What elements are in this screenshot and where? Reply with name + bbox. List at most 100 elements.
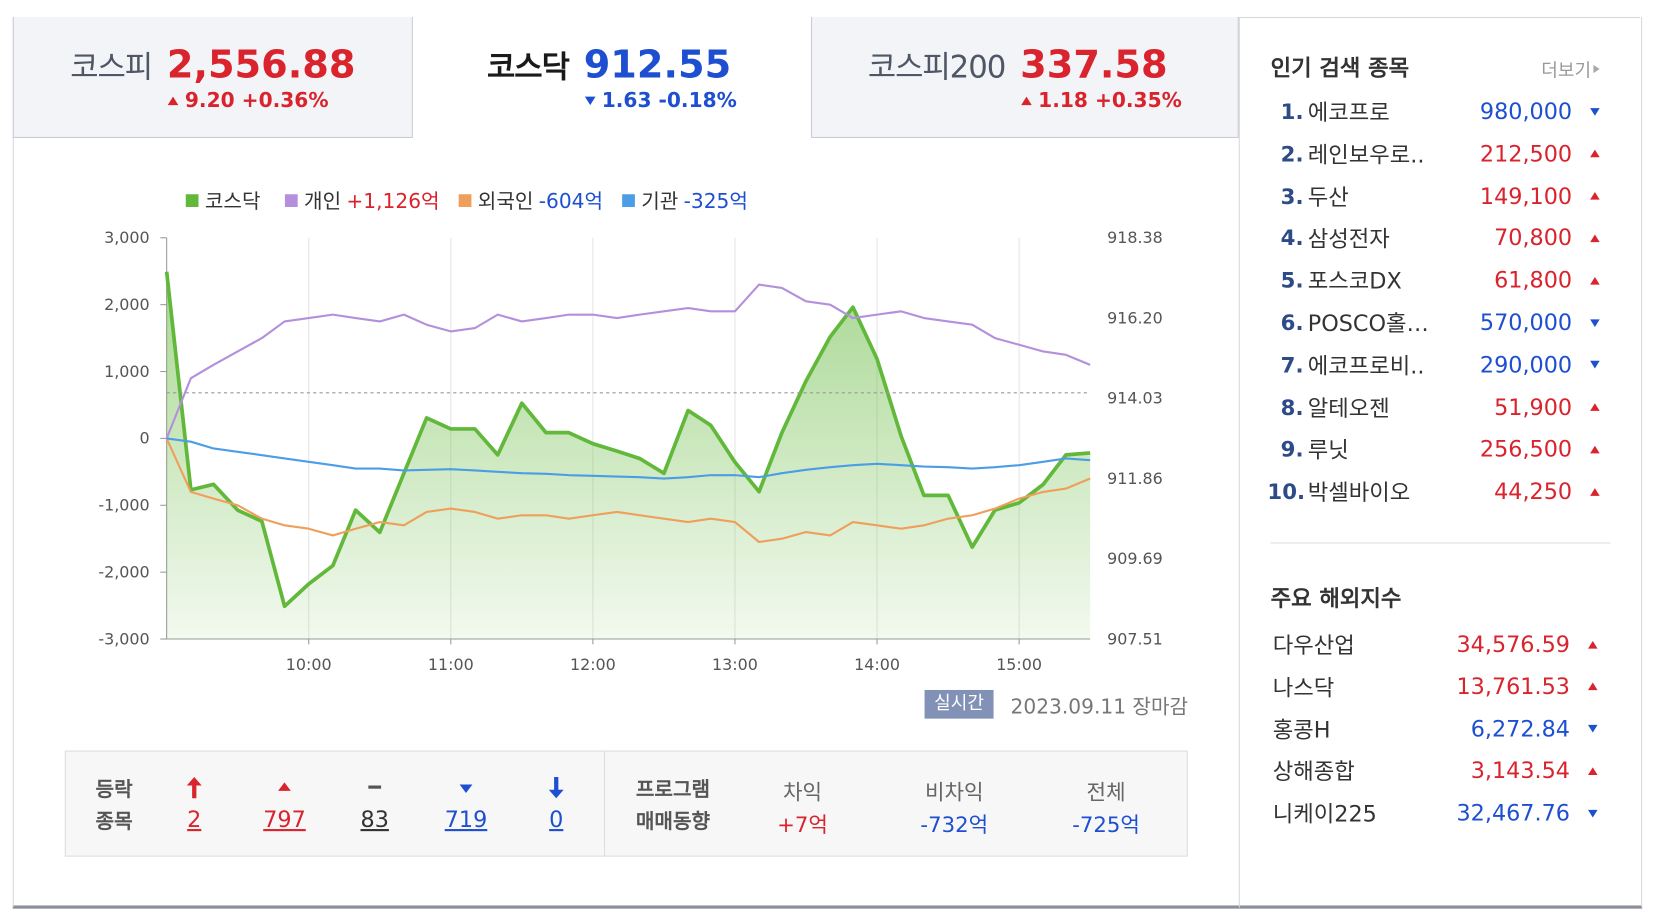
breadth-count[interactable]: 719 (444, 806, 488, 833)
price: 44,250 (1494, 478, 1573, 505)
arrow (548, 777, 564, 799)
legend-total: +1,126억 (346, 189, 439, 213)
stock-name: 두산 (1307, 184, 1349, 210)
triangle (167, 96, 179, 106)
x-tick-label: 12:00 (570, 655, 616, 674)
index-tab[interactable]: 코스피 2,556.88 9.20 +0.36% (12, 16, 413, 138)
icon-wrap (1589, 318, 1601, 328)
popular-item[interactable]: 7. 에코프로비.. 290,000 (1267, 349, 1607, 381)
popular-item[interactable]: 1. 에코프로 980,000 (1267, 96, 1607, 128)
program-title: 프로그램 (635, 778, 711, 802)
price: 980,000 (1479, 98, 1573, 125)
index-tab[interactable]: 코스피200 337.58 1.18 +0.35% (810, 16, 1239, 138)
icon-wrap (1589, 360, 1601, 370)
x-tick-label: 10:00 (286, 655, 332, 674)
line (165, 437, 1091, 544)
y-tick-label: -3,000 (98, 629, 149, 648)
stock-name: 삼성전자 (1307, 226, 1390, 252)
legend-total: -604억 (539, 189, 603, 213)
popular-item[interactable]: 5. 포스코DX 61,800 (1267, 265, 1607, 297)
legend-total: -325억 (684, 189, 748, 213)
price: 149,100 (1479, 183, 1573, 209)
overseas-item[interactable]: 홍콩H 6,272.84 (1273, 713, 1613, 745)
overseas-item[interactable]: 다우산업 34,576.59 (1273, 628, 1613, 660)
overseas-name: 상해종합 (1272, 759, 1355, 785)
breadth-count[interactable]: 797 (263, 806, 306, 833)
realtime-badge[interactable]: 실시간 (924, 689, 994, 719)
popular-item[interactable]: 6. POSCO홀… 570,000 (1267, 307, 1607, 339)
icon-wrap (1589, 276, 1601, 286)
popular-item[interactable]: 10. 박셀바이오 44,250 (1267, 476, 1607, 508)
legend-label: 외국인 (478, 189, 534, 213)
legend-swatch (622, 194, 635, 207)
y2-tick-label: 907.51 (1107, 629, 1163, 648)
icon-wrap (1589, 233, 1601, 243)
program-header: 차익 (782, 779, 823, 805)
breadth-count[interactable]: 83 (360, 806, 389, 833)
breadth-count[interactable]: 2 (187, 806, 202, 833)
tab-content: 코스피 2,556.88 9.20 +0.36% (14, 17, 412, 113)
up-icon (1021, 96, 1032, 106)
overseas-item[interactable]: 니케이225 32,467.76 (1273, 797, 1613, 829)
rank: 6. (1280, 309, 1304, 336)
stats-box: 등락 종목 2 797 83 719 0 프로그램 매매동향 차익 +7억 비차익 -732억 전체 -72… (64, 750, 1188, 857)
overseas-name: 홍콩H (1272, 717, 1331, 743)
index-change-text: 1.63 -0.18% (601, 89, 737, 113)
triangle (1590, 318, 1600, 327)
y2-tick-label: 916.20 (1107, 309, 1163, 328)
down-icon (1590, 318, 1600, 327)
icon-wrap (1589, 107, 1601, 117)
panel-divider (1238, 16, 1240, 908)
overseas-item[interactable]: 상해종합 3,143.54 (1273, 755, 1613, 787)
breadth-count[interactable]: 0 (549, 806, 564, 833)
price: 256,500 (1479, 436, 1573, 463)
down-icon (459, 784, 473, 793)
triangle (459, 784, 473, 793)
popular-item[interactable]: 9. 루닛 256,500 (1267, 434, 1607, 466)
up-icon (1588, 682, 1598, 691)
overseas-value: 6,272.84 (1470, 716, 1570, 742)
index-name: 코스피 (70, 48, 153, 85)
overseas-item[interactable]: 나스닥 13,761.53 (1273, 671, 1613, 703)
icon-wrap (1589, 191, 1601, 201)
index-value: 912.55 (583, 43, 732, 88)
up-icon (1590, 149, 1600, 158)
popular-item[interactable]: 4. 삼성전자 70,800 (1267, 222, 1607, 254)
icon-wrap (1587, 640, 1599, 650)
up-icon (1590, 192, 1600, 200)
icon-wrap (1587, 724, 1599, 734)
tab-content: 코스피200 337.58 1.18 +0.35% (812, 17, 1238, 113)
icon-wrap (1587, 809, 1599, 819)
frame (12, 16, 1643, 909)
index-tab[interactable]: 코스닥 912.55 1.63 -0.18% (412, 16, 811, 141)
triangle (1590, 487, 1600, 496)
y2-tick-label: 909.69 (1107, 549, 1163, 568)
rank: 8. (1280, 394, 1304, 420)
popular-item[interactable]: 8. 알테오젠 51,900 (1267, 391, 1607, 423)
divider (603, 751, 606, 856)
rank: 3. (1280, 183, 1304, 209)
triangle (1590, 149, 1600, 158)
section-title: 주요 해외지수 (1270, 585, 1402, 612)
popular-item[interactable]: 2. 레인보우로.. 212,500 (1267, 138, 1607, 170)
triangle (1588, 640, 1598, 649)
down-icon (584, 96, 596, 106)
more-link[interactable]: 더보기 (1541, 55, 1600, 82)
icon-wrap (1587, 766, 1599, 776)
y2-tick-label: 911.86 (1107, 469, 1163, 488)
index-change: 9.20 +0.36% (167, 89, 356, 113)
down-icon (1590, 361, 1600, 369)
dash (368, 785, 382, 789)
rank: 7. (1280, 352, 1304, 378)
price: 212,500 (1479, 140, 1573, 167)
icon-wrap (1589, 445, 1601, 455)
icon-wrap (1587, 682, 1599, 692)
separator (1270, 542, 1611, 544)
arrow (1593, 64, 1600, 73)
y-tick-label: -1,000 (98, 496, 149, 515)
index-name: 코스피200 (867, 48, 1006, 85)
price: 570,000 (1479, 309, 1573, 336)
icon-wrap (1589, 149, 1601, 159)
popular-item[interactable]: 3. 두산 149,100 (1267, 180, 1607, 212)
program-header: 전체 (1086, 779, 1126, 805)
